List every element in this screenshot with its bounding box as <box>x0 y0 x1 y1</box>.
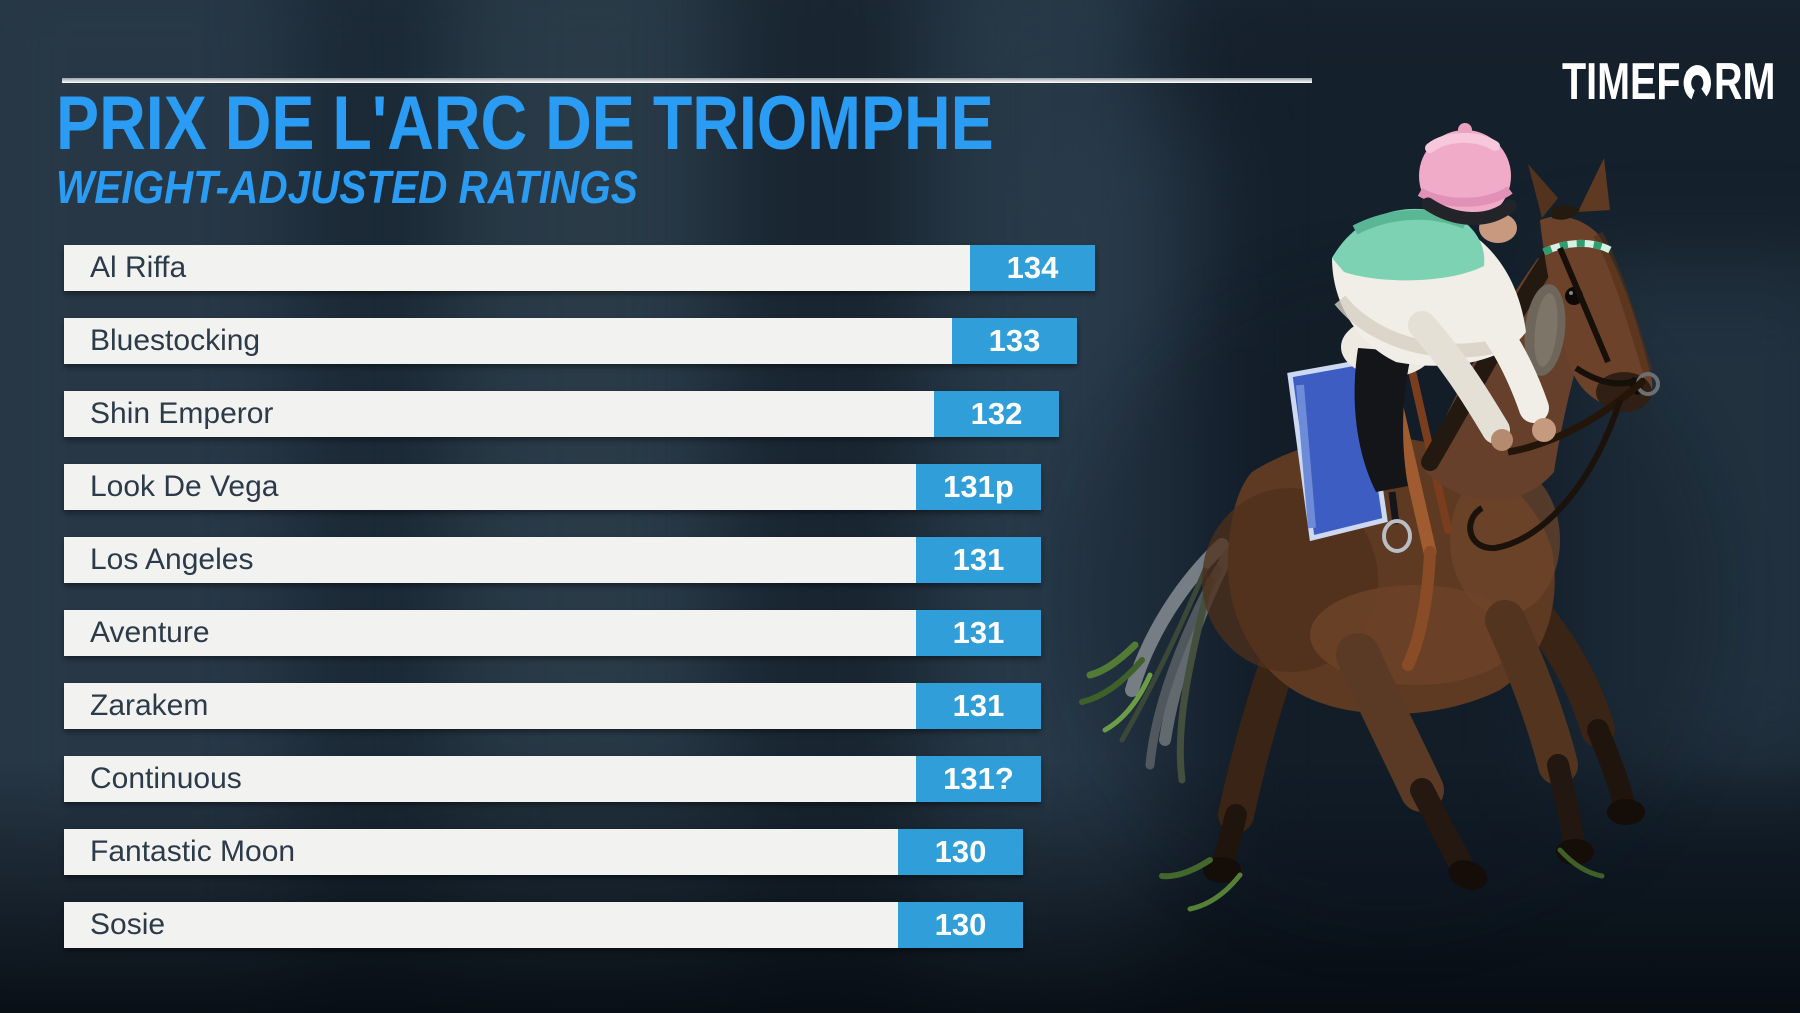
rating-row: Sosie 130 <box>64 902 1095 948</box>
ratings-chart: Al Riffa 134 Bluestocking 133 Shin Emper… <box>64 245 1095 975</box>
rating-bar: Sosie 130 <box>64 902 1023 948</box>
rating-row: Continuous 131? <box>64 756 1095 802</box>
rating-value-badge: 131 <box>916 683 1041 729</box>
rating-row: Shin Emperor 132 <box>64 391 1095 437</box>
page-subtitle: WEIGHT-ADJUSTED RATINGS <box>56 161 638 213</box>
rating-bar: Los Angeles 131 <box>64 537 1041 583</box>
logo-o-icon <box>1683 65 1711 101</box>
rating-value-badge: 131? <box>916 756 1041 802</box>
rating-row: Los Angeles 131 <box>64 537 1095 583</box>
logo-text-right: RM <box>1713 53 1776 111</box>
rating-row: Look De Vega 131p <box>64 464 1095 510</box>
horse-name-label: Continuous <box>90 762 242 795</box>
rating-value-badge: 132 <box>934 391 1059 437</box>
horse-name-label: Los Angeles <box>90 543 254 576</box>
horse-name-label: Zarakem <box>90 689 209 722</box>
rating-bar: Bluestocking 133 <box>64 318 1077 364</box>
rating-bar: Fantastic Moon 130 <box>64 829 1023 875</box>
rating-row: Bluestocking 133 <box>64 318 1095 364</box>
rating-bar: Shin Emperor 132 <box>64 391 1059 437</box>
rating-bar: Look De Vega 131p <box>64 464 1041 510</box>
horse-name-label: Shin Emperor <box>90 397 274 430</box>
horse-name-label: Bluestocking <box>90 324 261 357</box>
horse-name-label: Look De Vega <box>90 470 279 503</box>
timeform-logo: TIMEF RM <box>1562 56 1775 108</box>
page-title: PRIX DE L'ARC DE TRIOMPHE <box>56 81 994 166</box>
rating-value-badge: 133 <box>952 318 1077 364</box>
horse-name-label: Aventure <box>90 616 210 649</box>
rating-value-badge: 131 <box>916 537 1041 583</box>
rating-row: Fantastic Moon 130 <box>64 829 1095 875</box>
rating-row: Al Riffa 134 <box>64 245 1095 291</box>
horse-name-label: Sosie <box>90 908 166 941</box>
rating-bar: Aventure 131 <box>64 610 1041 656</box>
rating-value-badge: 131p <box>916 464 1041 510</box>
horse-name-label: Al Riffa <box>90 251 187 284</box>
rating-row: Aventure 131 <box>64 610 1095 656</box>
rating-bar: Continuous 131? <box>64 756 1041 802</box>
rating-value-badge: 130 <box>898 829 1023 875</box>
logo-text-left: TIMEF <box>1562 53 1681 111</box>
rating-value-badge: 130 <box>898 902 1023 948</box>
rating-value-badge: 134 <box>970 245 1095 291</box>
rating-row: Zarakem 131 <box>64 683 1095 729</box>
rating-bar: Al Riffa 134 <box>64 245 1095 291</box>
rating-value-badge: 131 <box>916 610 1041 656</box>
rating-bar: Zarakem 131 <box>64 683 1041 729</box>
horse-name-label: Fantastic Moon <box>90 835 296 868</box>
